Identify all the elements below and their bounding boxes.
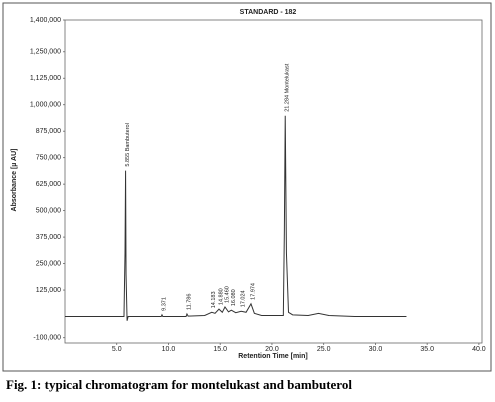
peak-label: 9.371: [161, 297, 167, 311]
x-tick-label: 5.0: [112, 346, 122, 353]
peak-label: 15.460: [224, 286, 230, 303]
x-tick-label: 30.0: [369, 346, 383, 353]
peak-label: 21.284 Montelukast: [285, 63, 291, 111]
peak-label: 5.855 Bambuterol: [125, 123, 131, 166]
y-tick-label: 250,000: [36, 260, 61, 267]
y-tick-label: 500,000: [36, 207, 61, 214]
x-tick-label: 10.0: [162, 346, 176, 353]
caption: Fig. 1: typical chromatogram for montelu…: [6, 377, 352, 392]
peak-label: 17.024: [241, 290, 247, 307]
x-tick-label: 15.0: [213, 346, 227, 353]
y-axis-label: Absorbance [µ AU]: [11, 149, 18, 212]
x-tick-label: 35.0: [420, 346, 434, 353]
peak-label: 16.080: [231, 289, 237, 306]
y-tick-label: 1,125,000: [30, 75, 61, 82]
y-tick-label: 1,250,000: [30, 49, 61, 56]
x-tick-label: 20.0: [265, 346, 279, 353]
y-tick-label: 1,000,000: [30, 102, 61, 109]
y-tick-label: 875,000: [36, 128, 61, 135]
peak-label: 14.183: [211, 291, 217, 308]
trace: [65, 115, 407, 321]
outer-frame: [2, 2, 492, 372]
x-tick-label: 25.0: [317, 346, 331, 353]
y-tick-label: 375,000: [36, 234, 61, 241]
y-tick-label: 625,000: [36, 181, 61, 188]
peak-label: 17.974: [250, 283, 256, 300]
y-tick-label: -100,000: [33, 335, 61, 342]
x-axis-label: Retention Time [min]: [238, 353, 307, 360]
plot-frame: [64, 19, 483, 344]
peak-label: 14.880: [218, 288, 224, 305]
y-tick-label: 125,000: [36, 287, 61, 294]
chart-title: STANDARD - 182: [240, 9, 297, 16]
y-tick-label: 750,000: [36, 155, 61, 162]
x-tick-label: 40.0: [472, 346, 486, 353]
peak-label: 11.786: [186, 294, 192, 310]
y-tick-label: 1,400,000: [30, 17, 61, 24]
